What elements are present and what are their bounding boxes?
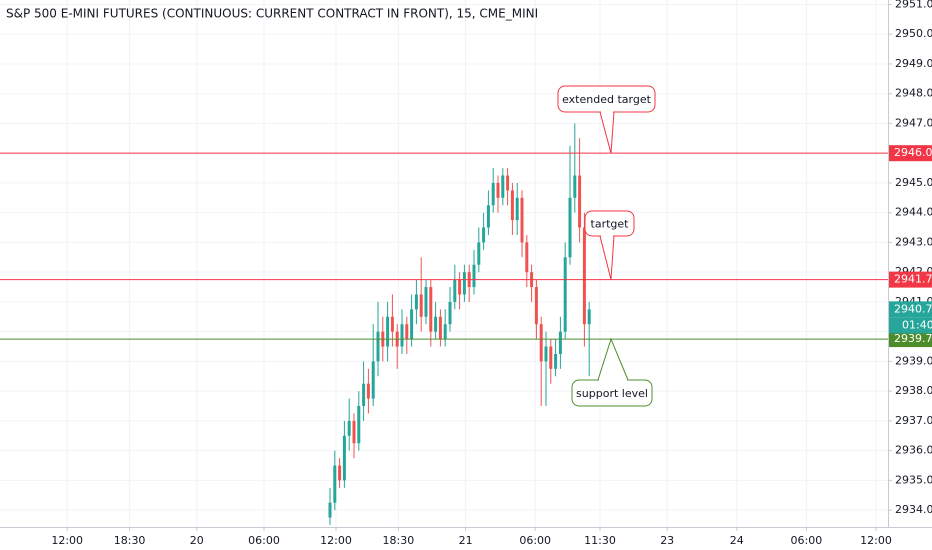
candle-body — [342, 435, 346, 481]
candle-body — [554, 353, 558, 369]
countdown-bg — [889, 317, 932, 334]
candle-body — [405, 324, 409, 340]
x-tick-label: 06:00 — [791, 534, 823, 547]
y-tick-label: 2939.00 — [895, 354, 932, 367]
candle-body — [515, 197, 519, 221]
candle-body — [347, 420, 351, 436]
candle-body — [386, 316, 390, 347]
y-tick-label: 2951.00 — [895, 0, 932, 10]
candle-body — [506, 175, 510, 191]
chart-title: S&P 500 E-MINI FUTURES (CONTINUOUS: CURR… — [6, 7, 538, 21]
candle-body — [472, 264, 476, 288]
x-tick-label: 18:30 — [114, 534, 146, 547]
last-price-bg — [889, 301, 932, 318]
candle-body — [534, 287, 538, 325]
candle-body — [371, 361, 375, 399]
candle-body — [438, 316, 442, 340]
last-price-label: 2940.75 — [894, 302, 932, 315]
candle-body — [424, 287, 428, 317]
candle-body — [357, 406, 361, 444]
candle-body — [462, 272, 466, 295]
candle-body — [434, 316, 438, 332]
y-tick-label: 2944.00 — [895, 206, 932, 219]
candle-body — [429, 287, 433, 332]
candle-body — [578, 175, 582, 228]
candle-body — [443, 324, 447, 340]
x-tick-label: 12:00 — [51, 534, 83, 547]
y-tick-label: 2937.00 — [895, 414, 932, 427]
candle-body — [544, 346, 548, 362]
grid — [0, 0, 888, 527]
y-tick-label: 2945.00 — [895, 176, 932, 189]
candle-body — [333, 465, 337, 503]
candle-body — [520, 197, 524, 243]
y-tick-label: 2948.00 — [895, 87, 932, 100]
candle-body — [410, 309, 414, 340]
candle-body — [448, 301, 452, 325]
candle-body — [414, 294, 418, 310]
price-label-bg — [889, 331, 932, 348]
x-tick-label: 12:00 — [320, 534, 352, 547]
candle-body — [558, 331, 562, 354]
y-tick-label: 2934.00 — [895, 503, 932, 516]
candle-body — [366, 383, 370, 399]
candle-body — [400, 324, 404, 347]
x-tick-label: 21 — [459, 534, 473, 547]
y-tick-label: 2935.00 — [895, 473, 932, 486]
candle-body — [587, 309, 591, 325]
candle-body — [486, 205, 490, 228]
plot-area: extended target tartget support level — [328, 85, 656, 525]
x-tick-label: 06:00 — [519, 534, 551, 547]
candle-body — [453, 279, 457, 302]
y-tick-label: 2949.00 — [895, 57, 932, 70]
candle-body — [477, 242, 481, 265]
candle-body — [328, 502, 332, 518]
candle-body — [563, 257, 567, 332]
candle-body — [539, 324, 543, 362]
price-label-bg — [889, 271, 932, 288]
x-tick-label: 18:30 — [383, 534, 415, 547]
y-tick-label: 2947.00 — [895, 116, 932, 129]
x-tick-label: 23 — [660, 534, 674, 547]
candle-body — [491, 182, 495, 206]
candle-body — [582, 227, 586, 325]
price-label: 2946.00 — [894, 146, 932, 159]
candle-body — [390, 316, 394, 332]
candle-body — [482, 227, 486, 243]
price-label: 2939.75 — [894, 332, 932, 345]
callout-text: tartget — [591, 218, 630, 231]
x-tick-label: 12:00 — [860, 534, 892, 547]
candle-body — [352, 420, 356, 444]
callout-text: extended target — [562, 93, 651, 106]
y-tick-label: 2943.00 — [895, 235, 932, 248]
countdown-label: 01:40 — [902, 318, 932, 331]
candle-body — [458, 279, 462, 295]
price-label: 2941.75 — [894, 273, 932, 286]
candle-body — [496, 182, 500, 198]
y-tick-label: 2936.00 — [895, 444, 932, 457]
candle-body — [501, 175, 505, 198]
candle-body — [573, 175, 577, 198]
candle-body — [419, 294, 423, 317]
x-tick-label: 11:30 — [584, 534, 616, 547]
y-tick-label: 2938.00 — [895, 384, 932, 397]
candle-body — [362, 383, 366, 407]
y-tick-label: 2950.00 — [895, 27, 932, 40]
candle-body — [510, 190, 514, 221]
candle-body — [525, 242, 529, 273]
x-tick-label: 24 — [730, 534, 744, 547]
callout-text: support level — [576, 387, 648, 400]
price-label-bg — [889, 145, 932, 162]
candle-body — [568, 197, 572, 258]
x-tick-label: 20 — [190, 534, 204, 547]
candle-body — [549, 346, 553, 369]
candle-body — [376, 331, 380, 362]
candle-body — [338, 465, 342, 481]
x-tick-label: 06:00 — [248, 534, 280, 547]
